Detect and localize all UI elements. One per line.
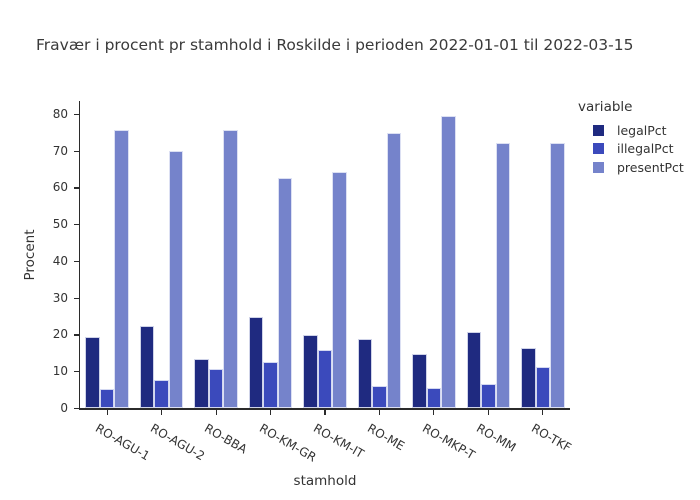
legend: variable legalPct illegalPct presentPct: [578, 99, 684, 177]
y-tick-label: 80: [52, 106, 68, 121]
x-tick-mark: [215, 409, 217, 415]
legend-label: legalPct: [617, 122, 667, 138]
x-tick-mark: [324, 409, 326, 415]
bar-RO-MM-presentPct: [495, 142, 511, 408]
legend-label: illegalPct: [617, 141, 674, 157]
bar-RO-MKP-T-legalPct: [412, 353, 427, 408]
bar-RO-BBA-presentPct: [223, 130, 238, 408]
bar-RO-KM-GR-illegalPct: [263, 362, 278, 408]
x-tick-label: RO-ME: [365, 421, 408, 454]
bar-RO-AGU-1-presentPct: [114, 130, 129, 408]
y-tick-label: 70: [52, 143, 68, 158]
bar-RO-AGU-2-legalPct: [139, 325, 155, 408]
x-tick-mark: [378, 409, 381, 415]
x-tick-label: RO-KM-IT: [311, 421, 367, 462]
y-tick-mark: [73, 297, 79, 299]
bar-RO-MM-legalPct: [466, 331, 482, 408]
x-tick-mark: [269, 409, 272, 415]
y-tick-mark: [73, 187, 79, 189]
bar-RO-KM-IT-legalPct: [303, 335, 318, 408]
bar-RO-AGU-2-presentPct: [168, 151, 184, 408]
y-axis-line: [78, 101, 80, 410]
x-tick-label: RO-TKF: [528, 421, 574, 455]
x-tick-mark: [161, 409, 163, 415]
bar-RO-KM-GR-legalPct: [248, 316, 264, 408]
y-tick-label: 20: [52, 327, 68, 342]
legend-label: presentPct: [617, 159, 684, 175]
legend-items: legalPct illegalPct presentPct: [578, 121, 684, 177]
bar-RO-TKF-legalPct: [521, 348, 536, 408]
x-tick-mark: [433, 409, 435, 415]
bar-RO-MM-illegalPct: [481, 383, 496, 408]
y-tick-mark: [73, 260, 79, 263]
y-tick-mark: [73, 224, 79, 226]
legend-swatch-icon: [593, 161, 604, 173]
y-tick-label: 40: [52, 253, 68, 268]
y-tick-label: 10: [52, 364, 68, 379]
bar-RO-BBA-illegalPct: [208, 368, 224, 408]
chart-title: Fravær i procent pr stamhold i Roskilde …: [36, 36, 634, 54]
y-tick-mark: [73, 371, 79, 373]
bar-RO-AGU-2-illegalPct: [154, 379, 169, 408]
x-tick-mark: [487, 409, 489, 415]
legend-swatch-icon: [593, 143, 604, 155]
legend-title: variable: [578, 99, 633, 115]
bar-RO-KM-GR-presentPct: [277, 178, 293, 408]
y-tick-mark: [73, 334, 79, 336]
y-tick-label: 60: [52, 180, 68, 195]
legend-swatch-icon: [593, 124, 604, 136]
x-tick-label: RO-AGU-1: [93, 421, 153, 464]
bar-RO-AGU-1-illegalPct: [99, 388, 115, 408]
x-tick-label: RO-KM-GR: [256, 421, 319, 465]
x-tick-label: RO-MKP-T: [419, 421, 478, 463]
x-tick-label: RO-BBA: [202, 421, 250, 457]
bar-RO-AGU-1-legalPct: [85, 337, 100, 408]
bar-RO-TKF-illegalPct: [535, 367, 551, 408]
x-tick-label: RO-AGU-2: [147, 421, 207, 464]
y-tick-label: 30: [52, 290, 68, 305]
bar-RO-TKF-presentPct: [550, 142, 565, 408]
x-tick-mark: [106, 409, 108, 415]
x-axis-title: stamhold: [293, 473, 357, 489]
bar-RO-ME-presentPct: [386, 132, 402, 408]
bar-RO-MKP-T-illegalPct: [426, 387, 442, 408]
bar-RO-KM-IT-illegalPct: [317, 350, 333, 408]
bar-RO-BBA-legalPct: [194, 359, 209, 408]
legend-item-presentPct: presentPct: [578, 158, 684, 177]
y-tick-mark: [73, 408, 79, 410]
y-tick-label: 50: [52, 217, 68, 232]
y-tick-mark: [73, 150, 79, 152]
y-tick-label: 0: [60, 401, 68, 415]
bar-RO-KM-IT-presentPct: [332, 171, 347, 408]
bar-RO-ME-illegalPct: [372, 385, 387, 408]
x-axis-line: [78, 408, 570, 410]
y-tick-mark: [73, 113, 79, 116]
bar-RO-ME-legalPct: [357, 338, 373, 408]
x-tick-mark: [542, 409, 544, 415]
legend-item-legalPct: legalPct: [578, 121, 684, 140]
legend-item-illegalPct: illegalPct: [578, 140, 684, 159]
bar-RO-MKP-T-presentPct: [441, 116, 456, 408]
x-tick-label: RO-MM: [474, 421, 519, 455]
